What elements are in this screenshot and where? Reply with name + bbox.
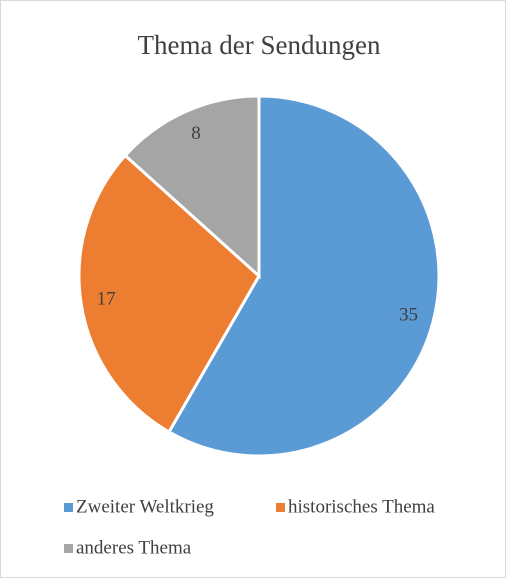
chart-title: Thema der Sendungen bbox=[138, 30, 381, 60]
data-label: 35 bbox=[399, 304, 418, 325]
data-label: 8 bbox=[191, 123, 201, 144]
legend-swatch bbox=[276, 503, 285, 512]
legend-label: historisches Thema bbox=[288, 496, 435, 517]
data-label: 17 bbox=[97, 289, 116, 310]
pie-slice bbox=[123, 94, 261, 280]
legend-swatch bbox=[64, 544, 73, 553]
legend-swatch bbox=[64, 503, 73, 512]
pie-slice bbox=[77, 153, 261, 434]
pie-slice bbox=[166, 94, 441, 458]
legend-label: Zweiter Weltkrieg bbox=[76, 496, 214, 517]
legend-label: anderes Thema bbox=[76, 537, 192, 558]
